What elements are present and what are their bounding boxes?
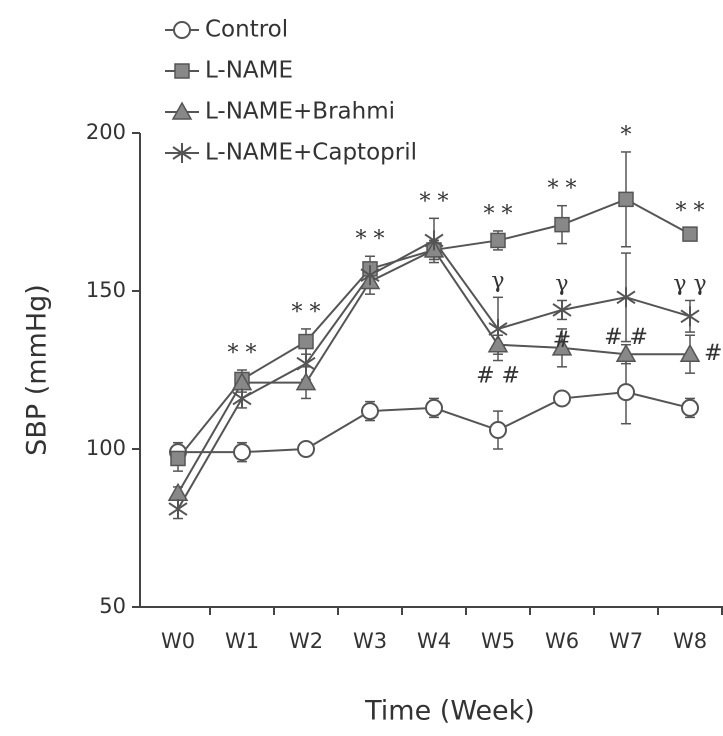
x-tick-label: W1 (225, 629, 259, 653)
marker-shape (234, 444, 250, 460)
x-tick-label: W0 (161, 629, 195, 653)
series-line (178, 240, 690, 509)
x-tick-label: W5 (481, 629, 515, 653)
y-tick-label: 50 (99, 594, 126, 618)
marker (174, 22, 190, 38)
significance-star: * * (548, 177, 577, 202)
x-tick-label: W3 (353, 629, 387, 653)
significance-star: * * (420, 189, 449, 214)
marker-shape (554, 390, 570, 406)
legend-label: Control (205, 17, 288, 43)
legend-label: L-NAME (205, 58, 293, 84)
x-tick-label: W8 (673, 629, 707, 653)
legend-label: L-NAME+Brahmi (205, 99, 395, 125)
y-tick-label: 100 (86, 436, 126, 460)
chart: Time (Week) SBP (mmHg) 50 100 150 200 W0 W1 W2… (0, 0, 723, 736)
significance-hash: # (704, 341, 722, 366)
marker (299, 335, 313, 349)
x-axis-title: Time (Week) (364, 696, 535, 727)
marker (683, 227, 697, 241)
significance-gamma: γ (555, 271, 568, 296)
marker (553, 300, 571, 320)
marker-shape (619, 192, 633, 206)
x-tick-label: W2 (289, 629, 323, 653)
marker (233, 388, 251, 408)
marker (169, 484, 187, 500)
significance-gamma: γ γ (673, 271, 706, 296)
y-tick-label: 200 (86, 120, 126, 144)
marker-shape (169, 484, 187, 500)
marker-shape (426, 400, 442, 416)
marker-shape (299, 335, 313, 349)
marker (426, 400, 442, 416)
y-tick-label: 150 (86, 278, 126, 302)
marker (681, 306, 699, 326)
marker-shape (491, 233, 505, 247)
x-tick-label: W6 (545, 629, 579, 653)
marker-shape (175, 64, 189, 78)
page: {"chart_data": {"type": "line", "x_label… (0, 0, 723, 736)
significance-hash: # (553, 328, 571, 353)
marker (362, 403, 378, 419)
legend-label: L-NAME+Captopril (205, 140, 417, 166)
x-tick-label: W4 (417, 629, 451, 653)
marker (297, 354, 315, 374)
significance-hash: # # (604, 325, 648, 350)
marker (491, 233, 505, 247)
marker (682, 400, 698, 416)
significance-gamma: γ (491, 268, 504, 293)
x-tick-label: W7 (609, 629, 643, 653)
marker (617, 287, 635, 307)
significance-star: * * (484, 202, 513, 227)
marker (298, 441, 314, 457)
marker (171, 451, 185, 465)
marker-shape (174, 22, 190, 38)
marker (490, 422, 506, 438)
marker (175, 64, 189, 78)
marker (169, 499, 187, 519)
y-axis-title: SBP (mmHg) (22, 284, 53, 456)
marker (619, 192, 633, 206)
marker-shape (490, 422, 506, 438)
significance-star: * * (676, 199, 705, 224)
marker (554, 390, 570, 406)
marker-shape (298, 441, 314, 457)
marker (234, 444, 250, 460)
marker-shape (362, 403, 378, 419)
marker-shape (171, 451, 185, 465)
marker (555, 218, 569, 232)
significance-star: * * (356, 227, 385, 252)
marker-shape (555, 218, 569, 232)
significance-star: * * (292, 300, 321, 325)
marker-shape (683, 227, 697, 241)
significance-star: * * (228, 341, 257, 366)
significance-hash: # # (476, 364, 520, 389)
marker-shape (682, 400, 698, 416)
significance-star: * (621, 123, 632, 148)
marker (618, 384, 634, 400)
marker-shape (618, 384, 634, 400)
